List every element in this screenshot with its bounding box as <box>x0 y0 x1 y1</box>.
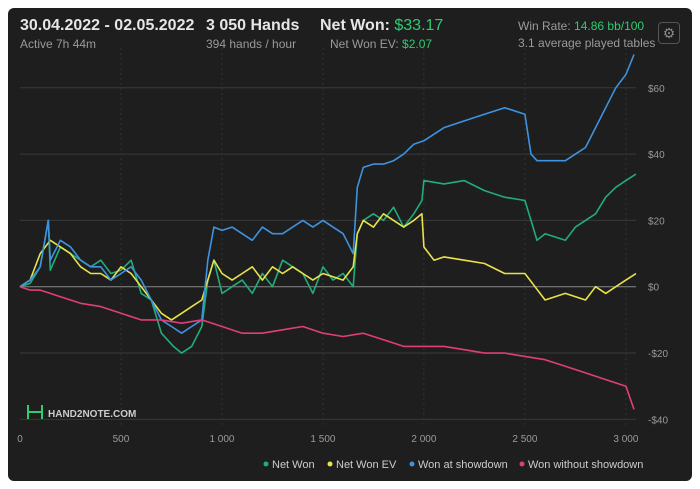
win-rate-value: 14.86 bb/100 <box>574 19 645 33</box>
x-tick-label: 2 000 <box>411 434 436 445</box>
y-tick-label: $20 <box>648 216 665 227</box>
x-tick-label: 0 <box>17 434 23 445</box>
legend-item[interactable]: Won at showdown <box>409 459 508 471</box>
logo: HAND2NOTE.COM <box>27 405 136 420</box>
net-won-value: $33.17 <box>394 17 444 34</box>
legend-item[interactable]: Net Won EV <box>327 459 397 471</box>
legend-marker <box>519 461 525 467</box>
legend: Net Won Net Won EV Won at showdown Won with… <box>263 459 644 471</box>
win-rate: Win Rate: 14.86 bb/100 <box>518 19 644 33</box>
logo-text: HAND2NOTE.COM <box>48 409 136 420</box>
chart-panel: 30.04.2022 - 02.05.2022 Active 7h 44m 3 … <box>8 8 692 481</box>
active-duration: Active 7h 44m <box>20 37 97 51</box>
legend-item[interactable]: Net Won <box>263 459 315 471</box>
win-rate-label: Win Rate: <box>518 19 571 33</box>
x-tick-label: 2 500 <box>512 434 537 445</box>
legend-item[interactable]: Won without showdown <box>519 459 644 471</box>
legend-marker <box>327 461 333 467</box>
x-axis-labels: 0 500 1 000 1 500 2 000 2 500 3 000 <box>17 434 639 445</box>
x-tick-label: 1 500 <box>310 434 335 445</box>
net-won-ev-summary: Net Won EV: $2.07 <box>330 37 432 51</box>
grid <box>20 48 636 426</box>
logo-icon <box>27 405 43 419</box>
legend-marker <box>409 461 415 467</box>
x-tick-label: 3 000 <box>613 434 638 445</box>
legend-label: Won without showdown <box>528 459 643 471</box>
series-line-won-at-showdown <box>19 54 635 334</box>
series-line-net-won <box>19 173 637 354</box>
legend-label: Won at showdown <box>418 459 508 471</box>
x-tick-label: 1 000 <box>209 434 234 445</box>
series-line-won-without-showdown <box>19 285 635 410</box>
date-range: 30.04.2022 - 02.05.2022 <box>20 17 195 34</box>
y-tick-label: $40 <box>648 150 665 161</box>
legend-label: Net Won <box>272 459 315 471</box>
legend-marker <box>263 461 269 467</box>
legend-label: Net Won EV <box>336 459 397 471</box>
net-won-ev-label: Net Won EV: <box>330 37 399 51</box>
avg-tables: 3.1 average played tables <box>518 36 656 50</box>
line-chart: $60 $40 $20 $0 -$20 -$40 0 500 1 000 1 500 2 000 2… <box>17 48 668 471</box>
x-tick-label: 500 <box>113 434 130 445</box>
hands-per-hour: 394 hands / hour <box>206 37 297 51</box>
net-won-label: Net Won: <box>320 17 390 34</box>
series-line-net-won-ev <box>19 213 637 321</box>
hands-count: 3 050 Hands <box>206 17 300 34</box>
gear-icon[interactable]: ⚙ <box>658 22 680 44</box>
net-won-summary: Net Won: $33.17 <box>320 17 443 35</box>
y-tick-label: $0 <box>648 283 660 294</box>
y-tick-label: $60 <box>648 84 665 95</box>
y-axis-labels: $60 $40 $20 $0 -$20 -$40 <box>648 84 668 427</box>
series-lines <box>19 54 637 410</box>
y-tick-label: -$20 <box>648 349 668 360</box>
net-won-ev-value: $2.07 <box>402 37 433 51</box>
y-tick-label: -$40 <box>648 415 668 426</box>
